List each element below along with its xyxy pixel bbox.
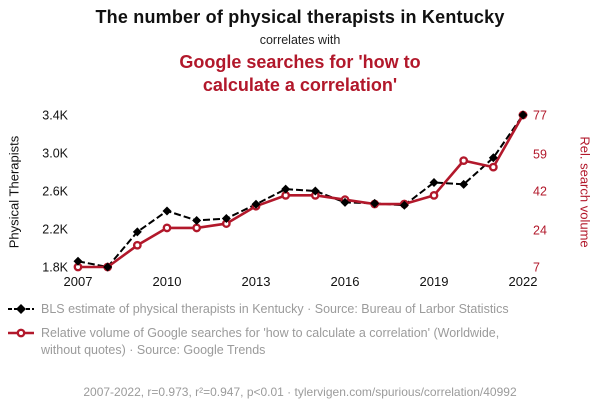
svg-text:42: 42 [533, 185, 547, 199]
svg-text:2013: 2013 [242, 274, 271, 289]
svg-text:2.2K: 2.2K [42, 223, 68, 237]
left-axis-label: Physical Therapists [6, 135, 22, 249]
svg-text:2010: 2010 [153, 274, 182, 289]
svg-text:3.4K: 3.4K [42, 109, 68, 123]
footer-stats-and-url: 2007-2022, r=0.973, r²=0.947, p<0.01 · t… [83, 385, 517, 399]
svg-text:2016: 2016 [331, 274, 360, 289]
legend-label-series1: BLS estimate of physical therapists in K… [41, 302, 509, 316]
legend: BLS estimate of physical therapists in K… [8, 301, 594, 366]
svg-text:2.6K: 2.6K [42, 185, 68, 199]
legend-row-series2: Relative volume of Google searches for '… [8, 325, 594, 359]
correlates-with-text: correlates with [259, 33, 341, 47]
svg-text:3.0K: 3.0K [42, 147, 68, 161]
svg-text:7: 7 [533, 261, 540, 275]
svg-text:59: 59 [533, 148, 547, 162]
svg-text:77: 77 [533, 109, 547, 123]
legend-marker-diamond-icon [8, 304, 34, 314]
chart-subtitle: Google searches for 'how to calculate a … [179, 52, 421, 95]
svg-text:24: 24 [533, 224, 547, 238]
legend-label-series2: Relative volume of Google searches for '… [41, 325, 500, 357]
legend-row-series1: BLS estimate of physical therapists in K… [8, 301, 594, 318]
chart-svg: 1.8K 2.2K 2.6K 3.0K 3.4K 7 24 42 59 77 2007 2010 201… [42, 109, 547, 290]
right-axis-label: Rel. search volume [577, 136, 593, 248]
svg-text:2019: 2019 [420, 274, 449, 289]
chart-area: 1.8K 2.2K 2.6K 3.0K 3.4K 7 24 42 59 77 2007 2010 201… [0, 100, 600, 300]
legend-marker-circle-icon [8, 328, 34, 338]
svg-text:2022: 2022 [509, 274, 538, 289]
svg-text:2007: 2007 [64, 274, 93, 289]
chart-title: The number of physical therapists in Ken… [95, 7, 505, 27]
svg-text:1.8K: 1.8K [42, 261, 68, 275]
